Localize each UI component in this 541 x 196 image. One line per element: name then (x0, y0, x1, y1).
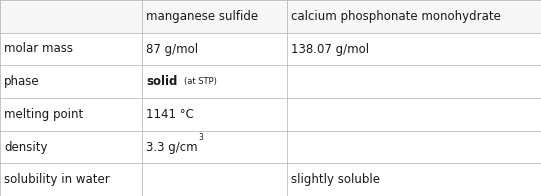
Bar (142, 33, 287, 65)
Text: phase: phase (4, 75, 40, 88)
Bar (0, 163, 142, 196)
Text: (at STP): (at STP) (184, 77, 217, 86)
Text: melting point: melting point (4, 108, 83, 121)
Text: calcium phosphonate monohydrate: calcium phosphonate monohydrate (291, 10, 501, 23)
Bar (0, 98, 142, 131)
Bar (0, 33, 142, 65)
Text: 3: 3 (199, 133, 203, 142)
Bar (0, 0, 142, 33)
Bar (287, 131, 541, 163)
Text: density: density (4, 141, 48, 153)
Text: slightly soluble: slightly soluble (291, 173, 380, 186)
Bar (142, 98, 287, 131)
Bar (287, 33, 541, 65)
Bar (142, 65, 287, 98)
Text: solid: solid (146, 75, 177, 88)
Bar (287, 98, 541, 131)
Bar (0, 65, 142, 98)
Text: manganese sulfide: manganese sulfide (146, 10, 258, 23)
Bar (287, 0, 541, 33)
Text: molar mass: molar mass (4, 43, 74, 55)
Bar (142, 163, 287, 196)
Bar (0, 131, 142, 163)
Bar (142, 131, 287, 163)
Text: 87 g/mol: 87 g/mol (146, 43, 198, 55)
Bar (142, 0, 287, 33)
Bar (287, 65, 541, 98)
Text: solubility in water: solubility in water (4, 173, 110, 186)
Text: 1141 °C: 1141 °C (146, 108, 194, 121)
Text: 3.3 g/cm: 3.3 g/cm (146, 141, 197, 153)
Bar (287, 163, 541, 196)
Text: 138.07 g/mol: 138.07 g/mol (291, 43, 369, 55)
